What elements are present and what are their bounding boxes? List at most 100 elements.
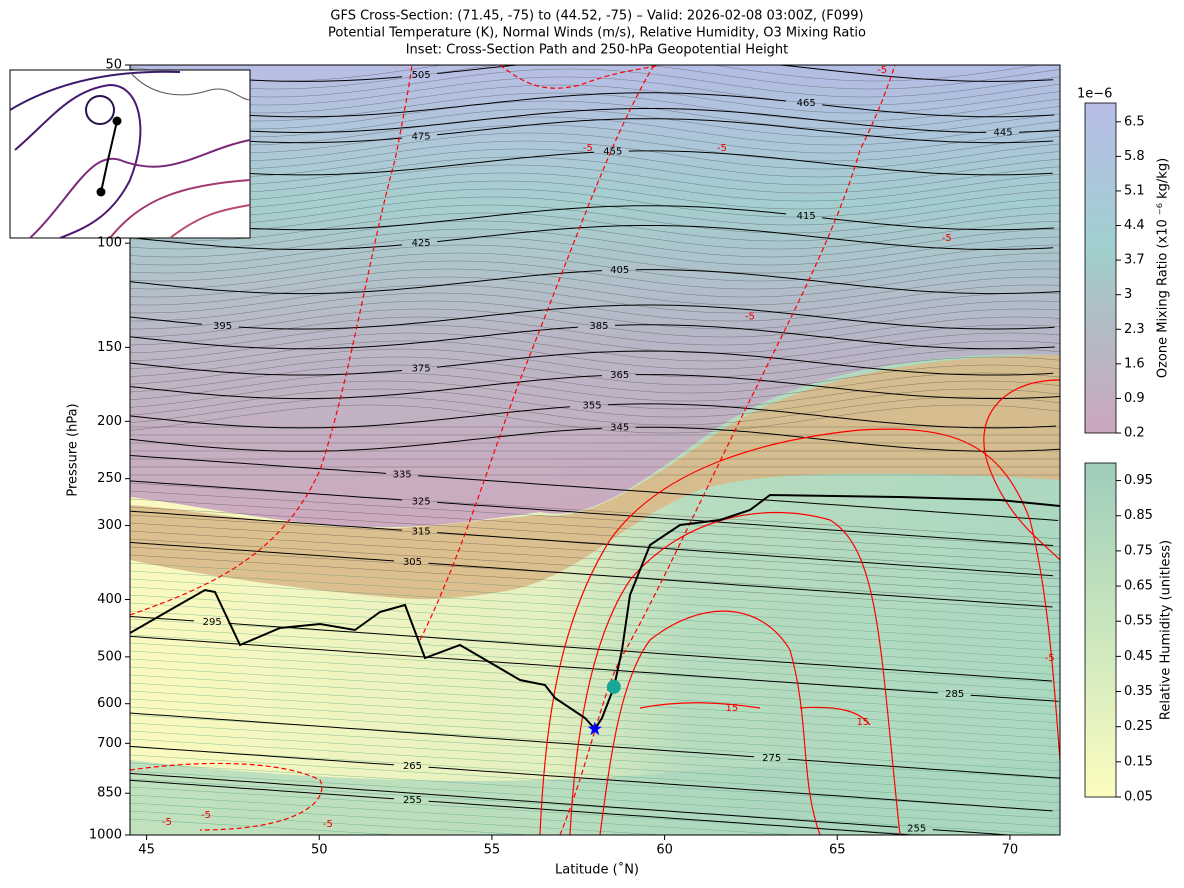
y-tick-label: 200 <box>97 414 122 429</box>
minor-contour <box>130 388 1060 418</box>
isentrope <box>130 108 1060 133</box>
isentrope-label: 475 <box>412 131 431 142</box>
isentrope-label: 465 <box>797 98 816 109</box>
isentrope <box>130 616 1053 682</box>
minor-contour <box>130 372 1060 402</box>
inset-map <box>9 69 251 239</box>
plot-area: 505 475 465 445 455 415 425 405 395 385 375 365 355 3… <box>130 65 1060 835</box>
x-axis-label: Latitude (˚N) <box>555 862 639 878</box>
colorbar-tick-label: 0.15 <box>1124 754 1153 769</box>
minor-contour <box>130 778 1060 835</box>
minor-contour <box>130 156 1060 186</box>
x-tick-label: 70 <box>1002 843 1019 858</box>
minor-contours <box>130 65 1060 835</box>
minor-contour <box>130 690 1060 748</box>
isentrope-label: 505 <box>412 70 431 81</box>
minor-contour <box>130 148 1060 178</box>
minor-contour <box>130 594 1060 652</box>
isentrope-label: 335 <box>393 470 412 481</box>
wind-contour <box>983 379 1060 561</box>
inset-coast <box>129 71 251 101</box>
minor-contour <box>130 762 1060 820</box>
minor-contour <box>130 108 1060 138</box>
minor-contour <box>130 164 1060 194</box>
rh-field <box>130 760 1060 835</box>
minor-contour <box>130 522 1060 580</box>
colorbar-tick-label: 0.2 <box>1124 426 1145 441</box>
marker-star <box>587 721 602 735</box>
inset-contour <box>29 139 251 239</box>
wind-contour <box>130 762 323 831</box>
minor-contour <box>130 498 1060 556</box>
colorbar-tick-label: 0.25 <box>1124 719 1153 734</box>
title-line: GFS Cross-Section: (71.45, -75) to (44.5… <box>330 9 863 24</box>
y-tick-label: 400 <box>97 592 122 607</box>
x-tick-label: 55 <box>484 843 501 858</box>
isentrope-label: 345 <box>610 423 629 434</box>
isentrope <box>130 712 1060 779</box>
colorbar-tick-label: 2.3 <box>1124 322 1145 337</box>
minor-contour <box>130 180 1060 210</box>
minor-contour <box>130 570 1060 628</box>
minor-contour <box>130 236 1060 266</box>
ozone-field <box>130 65 1060 528</box>
minor-contour <box>130 754 1060 812</box>
minor-contour <box>130 76 1060 106</box>
minor-contour <box>130 626 1060 684</box>
colorbar-tick-label: 4.4 <box>1124 218 1145 233</box>
wind-label: -5 <box>717 143 727 154</box>
minor-contour <box>130 562 1060 620</box>
isentrope-label: 415 <box>797 211 816 222</box>
minor-contour <box>130 642 1060 700</box>
minor-contour <box>130 730 1060 788</box>
minor-contour <box>130 746 1060 804</box>
wind-contours <box>130 65 1060 835</box>
wind-contour <box>539 428 1060 835</box>
wind-label: -5 <box>201 810 211 821</box>
minor-contour <box>130 396 1060 426</box>
y-tick-label: 100 <box>97 236 122 251</box>
isentrope <box>130 745 1053 812</box>
minor-contour <box>130 204 1060 234</box>
colorbar-tick-label: 0.75 <box>1124 543 1153 558</box>
isentrope <box>130 304 1055 330</box>
wind-contour <box>569 511 901 835</box>
inset-frame <box>9 69 251 239</box>
minor-contour <box>130 100 1060 130</box>
wind-contour <box>130 65 413 616</box>
colorbar-tick-label: 0.85 <box>1124 508 1153 523</box>
wind-label: 15 <box>726 703 739 714</box>
minor-contour <box>130 514 1060 572</box>
colorbar-tick-label: 0.65 <box>1124 579 1153 594</box>
minor-contour <box>130 308 1060 338</box>
isentrope <box>130 324 1055 350</box>
colorbar-tick-label: 5.1 <box>1124 183 1145 198</box>
y-tick-label: 50 <box>105 58 122 73</box>
minor-contour <box>130 188 1060 218</box>
minor-contour <box>130 364 1060 394</box>
colorbar-ozone <box>1084 102 1117 434</box>
wind-label: -5 <box>877 65 887 76</box>
minor-contour <box>130 650 1060 708</box>
isentrope <box>130 374 1060 400</box>
isentrope-label: 305 <box>403 557 422 568</box>
isentrope <box>130 455 1059 521</box>
minor-contour <box>130 292 1060 322</box>
x-tick-label: 50 <box>311 843 328 858</box>
isentrope <box>130 225 1054 251</box>
title-line: Inset: Cross-Section Path and 250-hPa Ge… <box>406 43 789 58</box>
colorbar-label: Ozone Mixing Ratio (x10 ⁻⁶ kg/kg) <box>1156 158 1171 378</box>
isentrope-label: 255 <box>907 823 926 834</box>
inset-contour <box>9 70 181 111</box>
tropopause-line <box>130 493 1060 731</box>
colorbar-tick-label: 3.7 <box>1124 253 1145 268</box>
inset-endpoint <box>96 187 106 197</box>
y-tick-label: 850 <box>97 786 122 801</box>
isentrope-label: 455 <box>603 146 622 157</box>
isentrope-label: 405 <box>610 265 629 276</box>
title-line: Potential Temperature (K), Normal Winds … <box>328 26 866 41</box>
y-tick-label: 250 <box>97 471 122 486</box>
minor-contour <box>130 140 1060 170</box>
colorbar-tick-label: 0.95 <box>1124 473 1153 488</box>
minor-contour <box>130 380 1060 410</box>
